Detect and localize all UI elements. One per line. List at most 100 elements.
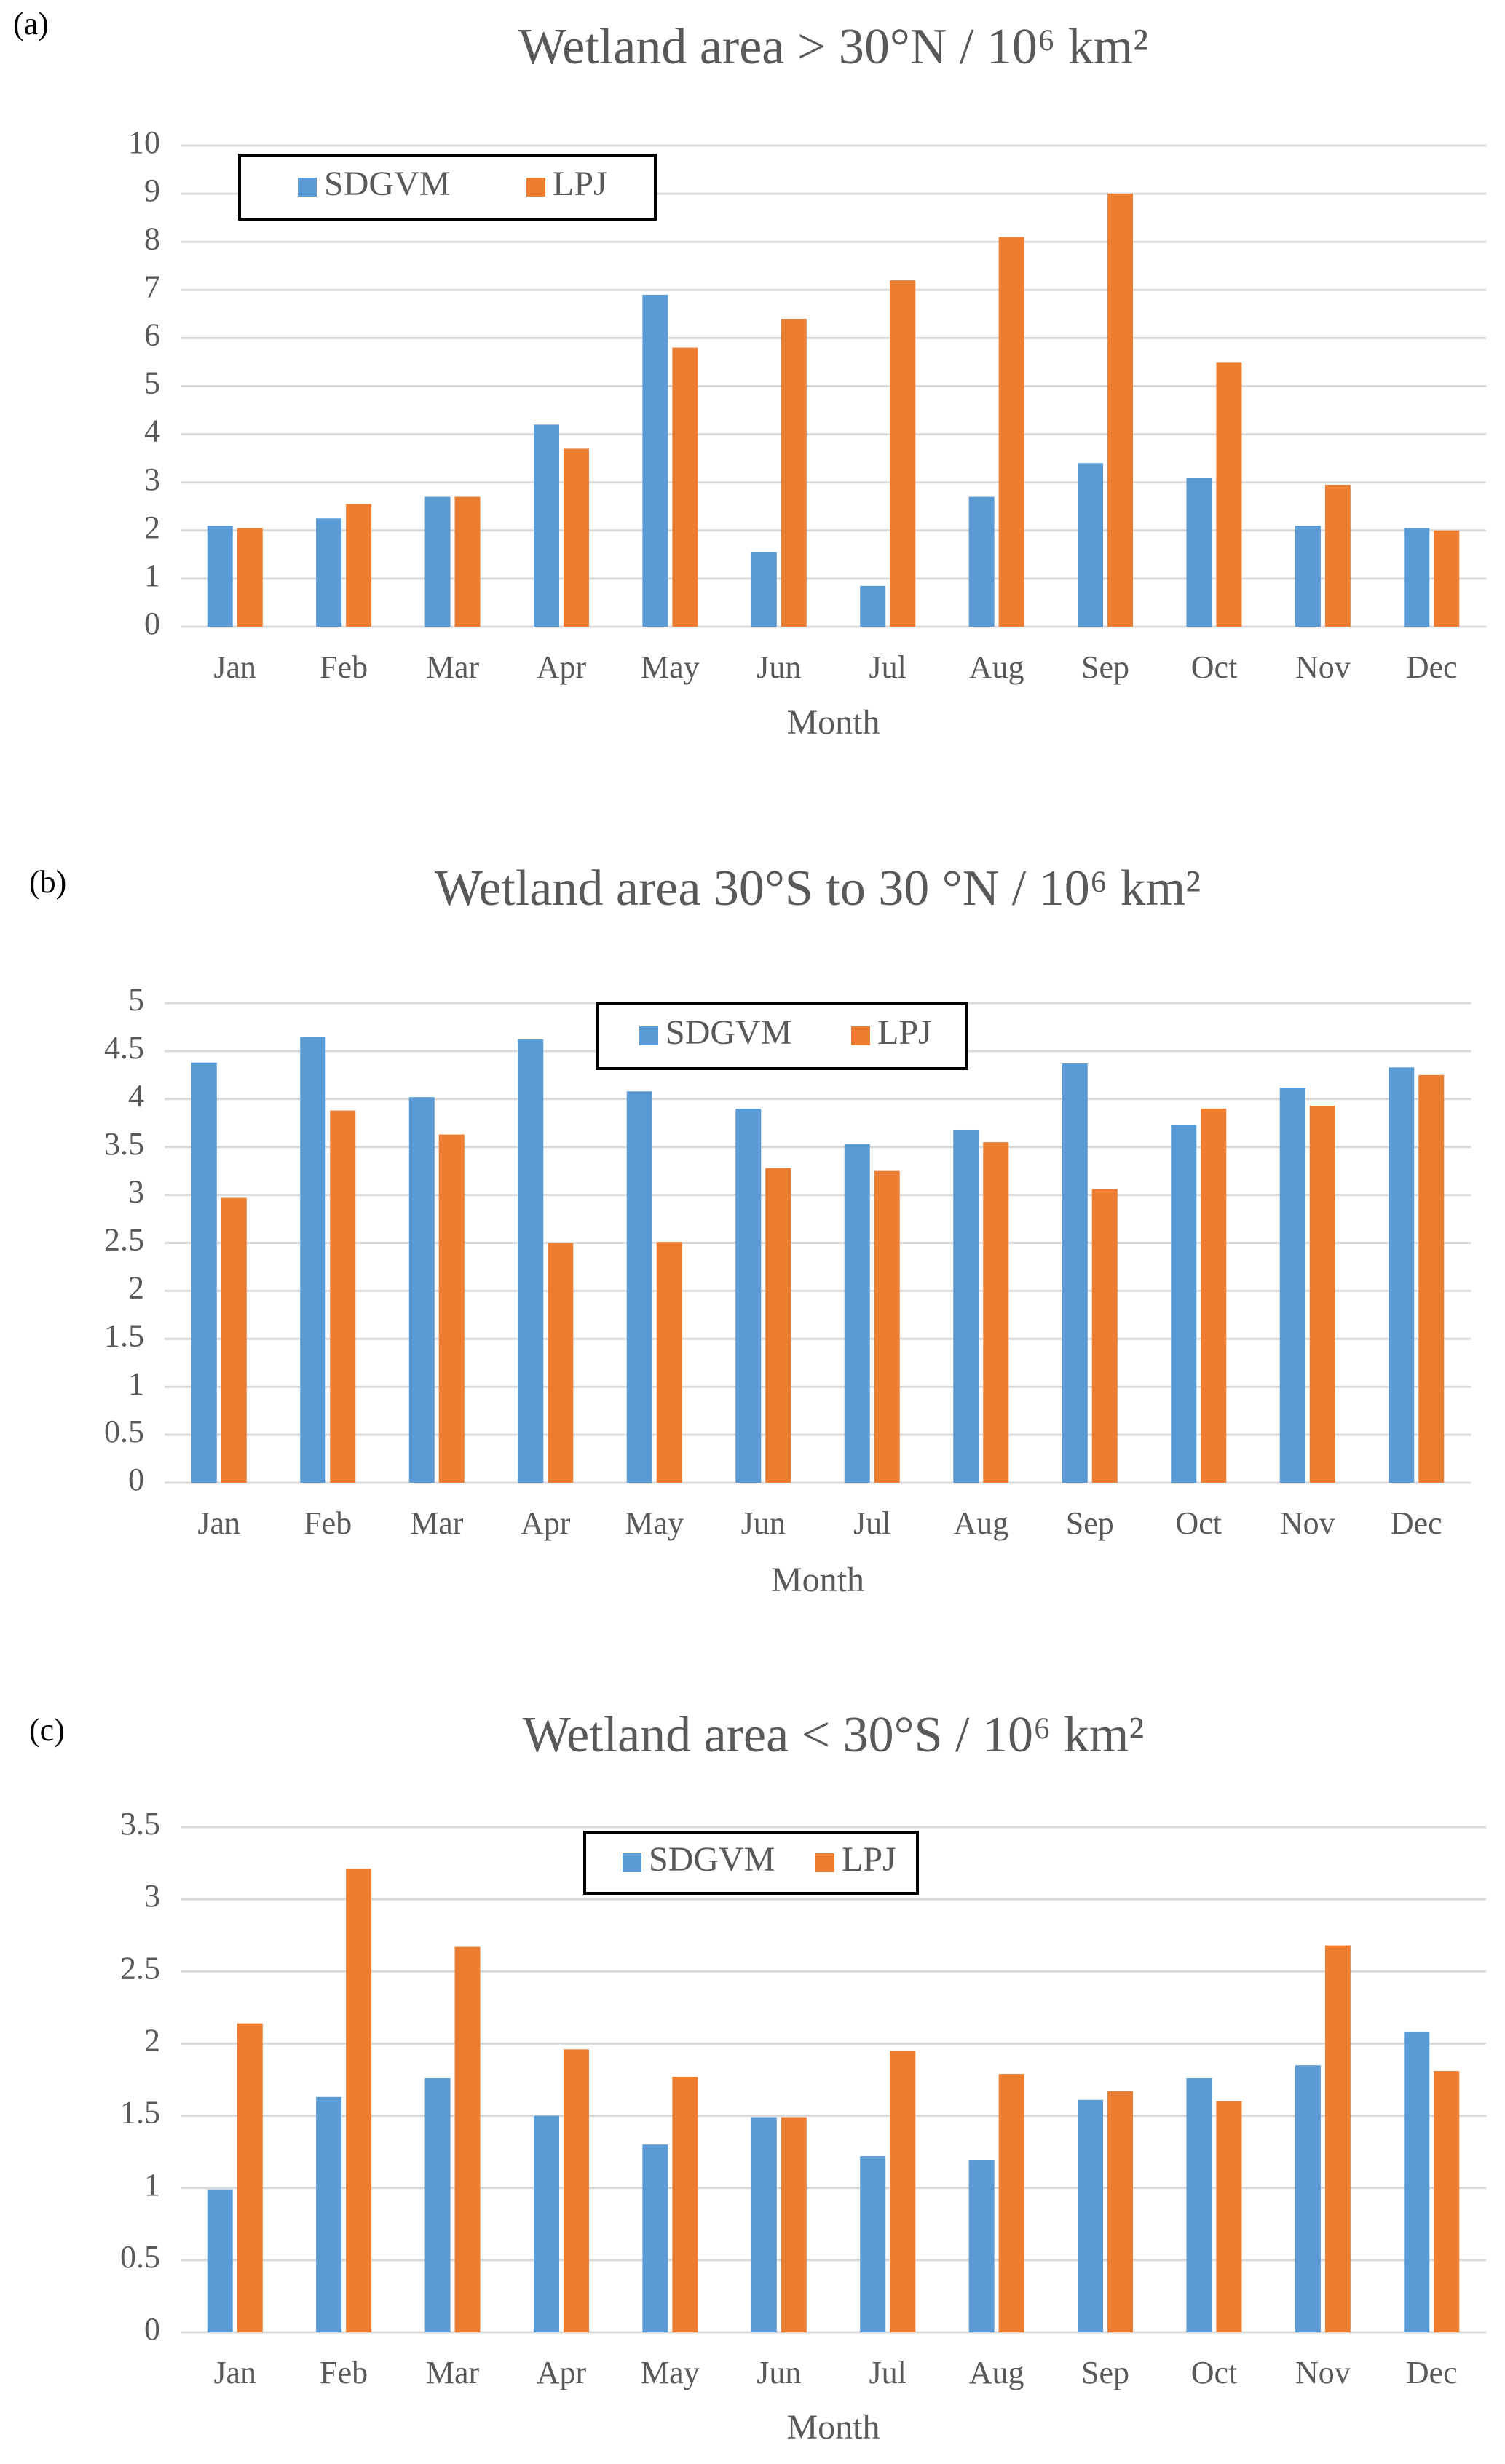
x-tick-label: Jul — [853, 1505, 890, 1541]
bar — [1186, 478, 1212, 627]
bar — [563, 2049, 589, 2332]
bar — [454, 1946, 481, 2332]
x-tick-label: Feb — [304, 1505, 352, 1541]
x-tick-label: Jan — [197, 1505, 240, 1541]
y-tick-label: 1.5 — [104, 1318, 144, 1353]
bar — [642, 2144, 668, 2332]
bar — [844, 1144, 870, 1483]
bar — [751, 2117, 777, 2332]
x-tick-label: Jun — [741, 1505, 786, 1541]
y-tick-label: 3.5 — [120, 1806, 160, 1842]
x-axis-label: Month — [786, 2408, 880, 2447]
bar — [563, 448, 589, 627]
bar — [1295, 2065, 1321, 2332]
x-tick-label: Mar — [426, 2355, 480, 2390]
x-tick-label: Aug — [953, 1505, 1008, 1541]
bar — [1324, 1945, 1351, 2332]
y-tick-label: 2 — [128, 1269, 144, 1305]
x-tick-label: Nov — [1295, 2355, 1351, 2390]
bar — [874, 1170, 900, 1483]
bar — [533, 424, 559, 627]
bar — [672, 347, 698, 627]
y-tick-label: 5 — [128, 982, 144, 1018]
bar — [221, 1197, 247, 1483]
bar — [1171, 1125, 1197, 1483]
bar — [424, 2078, 451, 2332]
x-axis-label: Month — [786, 703, 880, 742]
x-tick-label: Jan — [213, 2355, 256, 2390]
x-tick-label: Feb — [320, 649, 368, 685]
bar — [454, 496, 481, 627]
bar — [656, 1242, 682, 1483]
bar — [316, 518, 342, 627]
x-tick-label: Mar — [426, 649, 480, 685]
x-tick-label: Oct — [1191, 2355, 1238, 2390]
y-tick-label: 3 — [144, 1878, 160, 1914]
bar — [1216, 2101, 1242, 2332]
x-axis-label: Month — [771, 1561, 864, 1599]
bar — [1091, 1189, 1118, 1483]
bar — [237, 528, 263, 627]
bar — [1434, 530, 1460, 627]
x-tick-label: Mar — [410, 1505, 464, 1541]
y-tick-label: 1 — [128, 1366, 144, 1401]
legend-swatch — [851, 1026, 870, 1045]
x-tick-label: Apr — [521, 1505, 571, 1541]
y-tick-label: 3.5 — [104, 1126, 144, 1162]
bar — [890, 2051, 916, 2332]
y-tick-label: 0 — [144, 606, 160, 641]
bar — [1389, 1067, 1415, 1483]
bar — [642, 294, 668, 627]
y-tick-label: 7 — [144, 269, 160, 304]
bar — [1279, 1087, 1305, 1483]
x-tick-label: Aug — [969, 649, 1024, 685]
bar — [968, 2160, 995, 2332]
bar — [998, 237, 1024, 627]
x-tick-label: Dec — [1406, 649, 1458, 685]
bar — [672, 2077, 698, 2332]
y-tick-label: 6 — [144, 317, 160, 352]
bar — [968, 496, 995, 627]
x-tick-label: Jan — [213, 649, 256, 685]
bar — [548, 1243, 574, 1483]
bar — [1107, 194, 1134, 627]
bar — [424, 496, 451, 627]
bar — [207, 2189, 233, 2332]
x-tick-label: May — [625, 1505, 684, 1541]
legend-swatch — [298, 178, 317, 197]
x-tick-label: Apr — [537, 2355, 587, 2390]
x-tick-label: Jul — [869, 2355, 906, 2390]
bar — [1309, 1106, 1335, 1483]
y-tick-label: 0.5 — [104, 1414, 144, 1449]
bar — [191, 1062, 217, 1483]
legend-label: SDGVM — [324, 165, 450, 203]
bar — [1062, 1063, 1088, 1483]
bar — [1216, 362, 1242, 627]
chart-title: Wetland area < 30°S / 10⁶ km² — [523, 1707, 1145, 1763]
x-tick-label: Nov — [1280, 1505, 1335, 1541]
bar — [237, 2023, 263, 2332]
legend-label: SDGVM — [665, 1013, 791, 1052]
legend-swatch — [815, 1853, 834, 1872]
y-tick-label: 3 — [144, 461, 160, 497]
y-tick-label: 1 — [144, 558, 160, 593]
y-tick-label: 2 — [144, 2023, 160, 2059]
x-tick-label: Feb — [320, 2355, 368, 2390]
y-tick-label: 9 — [144, 173, 160, 208]
y-tick-label: 10 — [128, 124, 160, 160]
bar — [316, 2096, 342, 2332]
legend-swatch — [526, 178, 545, 197]
bar — [1404, 2032, 1430, 2332]
bar — [346, 504, 372, 627]
bar — [1418, 1074, 1445, 1483]
bar — [890, 280, 916, 627]
x-tick-label: Sep — [1066, 1505, 1114, 1541]
bar — [1107, 2091, 1134, 2332]
y-tick-label: 0 — [144, 2311, 160, 2347]
x-tick-label: Jun — [757, 2355, 801, 2390]
y-tick-label: 4 — [144, 413, 160, 449]
bar — [1078, 463, 1104, 627]
y-tick-label: 4.5 — [104, 1030, 144, 1066]
x-tick-label: Nov — [1295, 649, 1351, 685]
panel-label: (a) — [13, 6, 49, 41]
